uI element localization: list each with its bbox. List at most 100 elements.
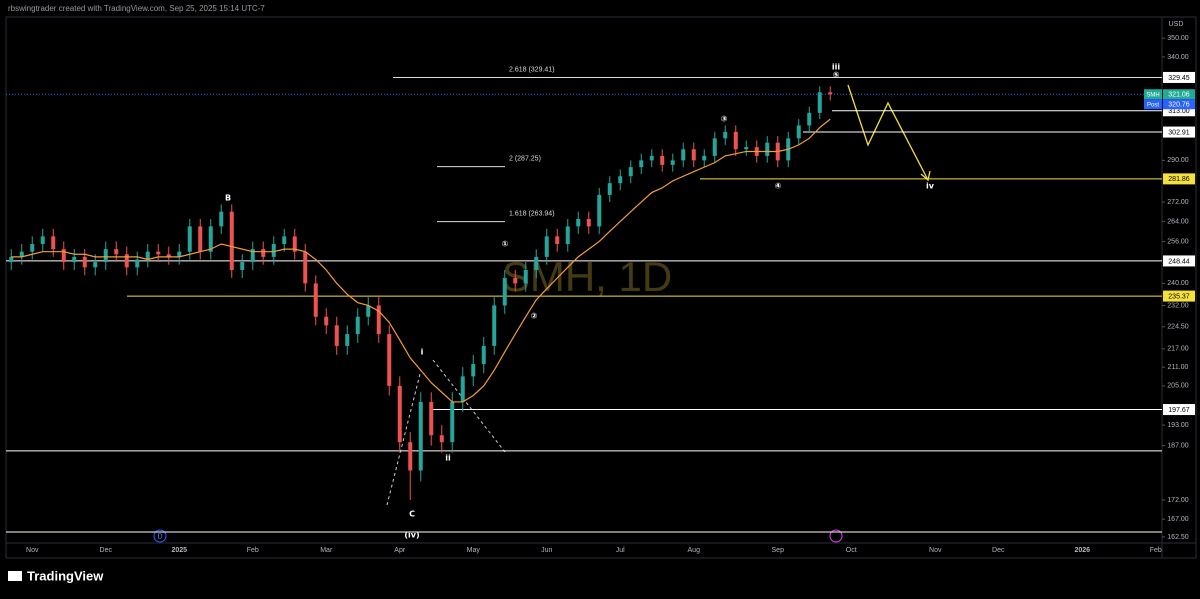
candle-body — [93, 262, 98, 268]
wave-label: ② — [531, 312, 538, 321]
candle-body — [387, 334, 392, 386]
candle-body — [418, 401, 423, 471]
candle-body — [513, 278, 518, 284]
candle-body — [261, 249, 266, 257]
x-tick-label: Jun — [541, 547, 552, 554]
candle-body — [807, 112, 812, 126]
y-tick-label: 340.00 — [1167, 54, 1189, 61]
y-tick-label: 272.00 — [1167, 199, 1189, 206]
x-tick-label: Sep — [772, 547, 785, 554]
level-price-label: 302.91 — [1168, 129, 1190, 136]
event-label[interactable]: D — [157, 533, 162, 540]
arrow-head — [920, 170, 931, 182]
candle-body — [271, 243, 276, 257]
y-tick-label: 187.00 — [1167, 442, 1189, 449]
y-tick-label: 264.00 — [1167, 218, 1189, 225]
footer-brand: TradingView — [27, 568, 104, 583]
candle-body — [702, 155, 707, 161]
candle-body — [628, 167, 633, 177]
candle-body — [723, 131, 728, 139]
candle-body — [681, 149, 686, 161]
candle-body — [502, 278, 507, 306]
candle-body — [9, 256, 14, 263]
x-tick-label: Mar — [320, 547, 333, 554]
candle-body — [828, 92, 833, 95]
level-price-box — [1163, 71, 1195, 83]
candle-body — [156, 251, 161, 255]
candle-body — [135, 259, 140, 268]
candle-body — [166, 254, 171, 257]
candle-body — [744, 147, 749, 150]
candle-body — [40, 236, 45, 244]
frame — [5, 16, 1197, 559]
candle-body — [555, 236, 560, 244]
candle-body — [334, 325, 339, 346]
candle-body — [670, 160, 675, 165]
candle-body — [733, 131, 738, 150]
candle-body — [649, 155, 654, 161]
level-price-label: 281.86 — [1168, 176, 1190, 183]
y-tick-label: 232.00 — [1167, 302, 1189, 309]
candle-body — [82, 256, 87, 268]
candle-body — [481, 345, 486, 365]
candle-body — [292, 236, 297, 252]
candle-body — [765, 142, 770, 156]
level-price-box — [1163, 255, 1195, 267]
price-name: Post — [1147, 102, 1159, 108]
candle-body — [639, 160, 644, 168]
header: rbswingtrader created with TradingView.c… — [8, 4, 265, 13]
event-icon[interactable] — [829, 529, 843, 543]
candle-body — [30, 243, 35, 252]
candle-body — [114, 249, 119, 255]
wave-label: ii — [445, 454, 451, 463]
x-tick-label: Apr — [394, 547, 406, 554]
candle-body — [691, 149, 696, 161]
candle-body — [187, 226, 192, 252]
projection-path — [847, 84, 929, 181]
price-box — [1163, 99, 1195, 110]
candle-body — [376, 305, 381, 335]
candle-body — [817, 92, 822, 113]
level-price-label: 329.45 — [1168, 75, 1190, 82]
candle-body — [796, 125, 801, 139]
y-tick-label: 172.00 — [1167, 497, 1189, 504]
price-label: 320.76 — [1168, 102, 1190, 109]
y-tick-label: 240.00 — [1167, 280, 1189, 287]
candle-body — [19, 251, 24, 257]
price-box — [1163, 89, 1195, 100]
trend-line — [432, 359, 506, 453]
x-tick-label: Dec — [992, 547, 1005, 554]
candle-body — [61, 249, 66, 263]
candle-body — [408, 442, 413, 471]
candle-body — [597, 194, 602, 227]
candle-body — [397, 385, 402, 443]
price-name-box — [1144, 99, 1162, 110]
y-tick-label: 211.00 — [1168, 364, 1189, 371]
price-name: SMH — [1146, 92, 1159, 98]
candle-body — [618, 176, 623, 184]
logo — [8, 571, 22, 581]
candle-body — [460, 376, 465, 402]
x-tick-label: Oct — [846, 547, 857, 554]
y-tick-label: 217.00 — [1167, 346, 1189, 353]
event-icon[interactable] — [153, 529, 167, 543]
y-tick-label: 224.50 — [1167, 324, 1189, 331]
candle-body — [660, 155, 665, 165]
candle-body — [198, 226, 203, 252]
candle-body — [450, 401, 455, 443]
wave-label: ④ — [775, 182, 782, 191]
y-tick-label: 193.00 — [1167, 422, 1189, 429]
price-name-box — [1144, 89, 1162, 100]
candle-body — [124, 254, 129, 268]
candle-body — [471, 364, 476, 377]
x-tick-label: Feb — [247, 547, 259, 554]
fib-label: 2 (287.25) — [509, 155, 541, 162]
level-price-box — [1163, 173, 1195, 185]
fib-label: 2.618 (329.41) — [509, 66, 555, 73]
candle-body — [324, 316, 329, 326]
candle-body — [534, 256, 539, 270]
level-price-label: 235.37 — [1168, 293, 1190, 300]
